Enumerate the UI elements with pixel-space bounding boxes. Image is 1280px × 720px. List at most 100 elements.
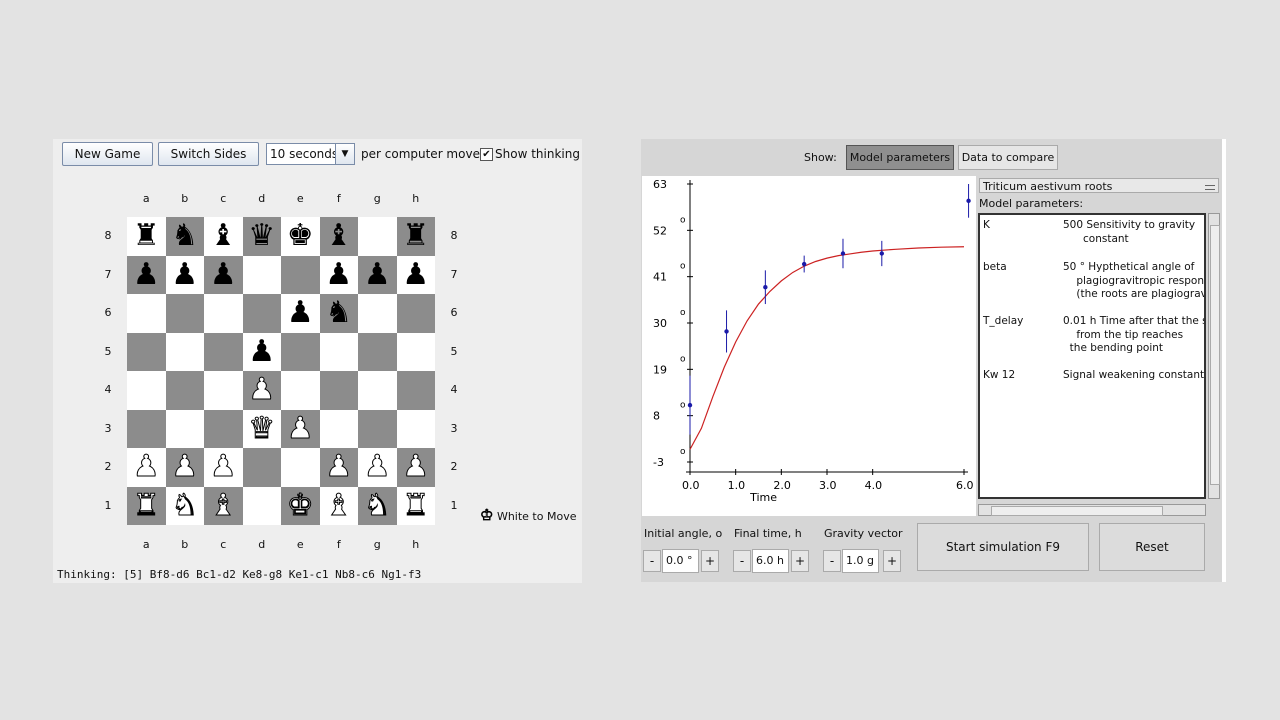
square-e4[interactable] (281, 371, 320, 410)
square-a6[interactable] (127, 294, 166, 333)
black-pawn-piece[interactable]: ♟ (248, 333, 276, 369)
square-d6[interactable] (242, 294, 281, 333)
square-f2[interactable]: ♟ (319, 448, 358, 487)
square-d2[interactable] (242, 448, 281, 487)
scroll-thumb-horizontal[interactable] (991, 506, 1163, 516)
gravity-plus-button[interactable]: + (883, 550, 901, 572)
scroll-thumb[interactable] (1210, 225, 1220, 485)
square-b4[interactable] (165, 371, 204, 410)
square-h7[interactable]: ♟ (396, 255, 435, 294)
black-knight-piece[interactable]: ♞ (171, 218, 199, 254)
square-e1[interactable]: ♚ (281, 486, 320, 525)
white-pawn-piece[interactable]: ♟ (132, 449, 160, 485)
square-d1[interactable] (242, 486, 281, 525)
square-h5[interactable] (396, 332, 435, 371)
black-queen-piece[interactable]: ♛ (248, 218, 276, 254)
square-d7[interactable] (242, 255, 281, 294)
initial-angle-field[interactable]: 0.0 ° (662, 549, 699, 573)
vertical-scrollbar[interactable] (1208, 213, 1220, 499)
square-h6[interactable] (396, 294, 435, 333)
chess-board[interactable]: ♜ ♞ ♝ ♛ ♚ ♝ ♜ ♟ ♟ ♟ ♟ ♟ ♟ ♟ ♞ ♟ ♟ ♛ ♟ ♟ ♟ ♟ ♟ ♟ ♟ ♜ ♞ ♝ ♚ ♝ ♞ ♜ (127, 217, 435, 525)
white-pawn-piece[interactable]: ♟ (171, 449, 199, 485)
square-b2[interactable]: ♟ (165, 448, 204, 487)
square-h1[interactable]: ♜ (396, 486, 435, 525)
black-pawn-piece[interactable]: ♟ (132, 256, 160, 292)
initial-angle-plus-button[interactable]: + (701, 550, 719, 572)
square-c3[interactable] (204, 409, 243, 448)
square-c1[interactable]: ♝ (204, 486, 243, 525)
square-g1[interactable]: ♞ (358, 486, 397, 525)
square-h3[interactable] (396, 409, 435, 448)
white-pawn-piece[interactable]: ♟ (248, 372, 276, 408)
horizontal-scrollbar[interactable] (978, 504, 1206, 516)
black-bishop-piece[interactable]: ♝ (325, 218, 353, 254)
square-a2[interactable]: ♟ (127, 448, 166, 487)
square-g4[interactable] (358, 371, 397, 410)
show-thinking-checkbox[interactable]: ✔ (480, 148, 493, 161)
square-d3[interactable]: ♛ (242, 409, 281, 448)
square-b1[interactable]: ♞ (165, 486, 204, 525)
square-d5[interactable]: ♟ (242, 332, 281, 371)
square-d4[interactable]: ♟ (242, 371, 281, 410)
square-h4[interactable] (396, 371, 435, 410)
switch-sides-button[interactable]: Switch Sides (158, 142, 259, 166)
square-g6[interactable] (358, 294, 397, 333)
species-select[interactable]: Triticum aestivum roots (979, 178, 1219, 193)
time-select[interactable]: 10 seconds ▼ (266, 143, 355, 165)
square-f3[interactable] (319, 409, 358, 448)
final-time-plus-button[interactable]: + (791, 550, 809, 572)
square-c8[interactable]: ♝ (204, 217, 243, 256)
white-pawn-piece[interactable]: ♟ (363, 449, 391, 485)
white-knight-piece[interactable]: ♞ (171, 487, 199, 523)
square-e7[interactable] (281, 255, 320, 294)
black-knight-piece[interactable]: ♞ (325, 295, 353, 331)
final-time-minus-button[interactable]: - (733, 550, 751, 572)
square-c4[interactable] (204, 371, 243, 410)
square-f5[interactable] (319, 332, 358, 371)
white-bishop-piece[interactable]: ♝ (325, 487, 353, 523)
black-pawn-piece[interactable]: ♟ (171, 256, 199, 292)
square-b5[interactable] (165, 332, 204, 371)
square-c5[interactable] (204, 332, 243, 371)
square-g8[interactable] (358, 217, 397, 256)
final-time-field[interactable]: 6.0 h (752, 549, 789, 573)
square-f1[interactable]: ♝ (319, 486, 358, 525)
square-c2[interactable]: ♟ (204, 448, 243, 487)
square-c7[interactable]: ♟ (204, 255, 243, 294)
square-d8[interactable]: ♛ (242, 217, 281, 256)
square-a7[interactable]: ♟ (127, 255, 166, 294)
white-rook-piece[interactable]: ♜ (402, 487, 430, 523)
black-pawn-piece[interactable]: ♟ (363, 256, 391, 292)
square-f4[interactable] (319, 371, 358, 410)
square-g7[interactable]: ♟ (358, 255, 397, 294)
square-a3[interactable] (127, 409, 166, 448)
square-h8[interactable]: ♜ (396, 217, 435, 256)
square-g2[interactable]: ♟ (358, 448, 397, 487)
parameter-list[interactable]: K 500 Sensitivity to gravity constant beta… (978, 213, 1206, 499)
square-a1[interactable]: ♜ (127, 486, 166, 525)
square-f6[interactable]: ♞ (319, 294, 358, 333)
white-pawn-piece[interactable]: ♟ (325, 449, 353, 485)
square-e3[interactable]: ♟ (281, 409, 320, 448)
square-f7[interactable]: ♟ (319, 255, 358, 294)
square-b6[interactable] (165, 294, 204, 333)
black-pawn-piece[interactable]: ♟ (209, 256, 237, 292)
initial-angle-minus-button[interactable]: - (643, 550, 661, 572)
white-pawn-piece[interactable]: ♟ (402, 449, 430, 485)
chevron-down-icon[interactable]: ▼ (335, 144, 354, 164)
gravity-field[interactable]: 1.0 g (842, 549, 879, 573)
square-e8[interactable]: ♚ (281, 217, 320, 256)
black-bishop-piece[interactable]: ♝ (209, 218, 237, 254)
white-pawn-piece[interactable]: ♟ (286, 410, 314, 446)
gravity-minus-button[interactable]: - (823, 550, 841, 572)
white-pawn-piece[interactable]: ♟ (209, 449, 237, 485)
black-pawn-piece[interactable]: ♟ (286, 295, 314, 331)
square-b7[interactable]: ♟ (165, 255, 204, 294)
square-e2[interactable] (281, 448, 320, 487)
black-king-piece[interactable]: ♚ (286, 218, 314, 254)
square-b8[interactable]: ♞ (165, 217, 204, 256)
square-e6[interactable]: ♟ (281, 294, 320, 333)
square-c6[interactable] (204, 294, 243, 333)
square-g3[interactable] (358, 409, 397, 448)
white-queen-piece[interactable]: ♛ (248, 410, 276, 446)
